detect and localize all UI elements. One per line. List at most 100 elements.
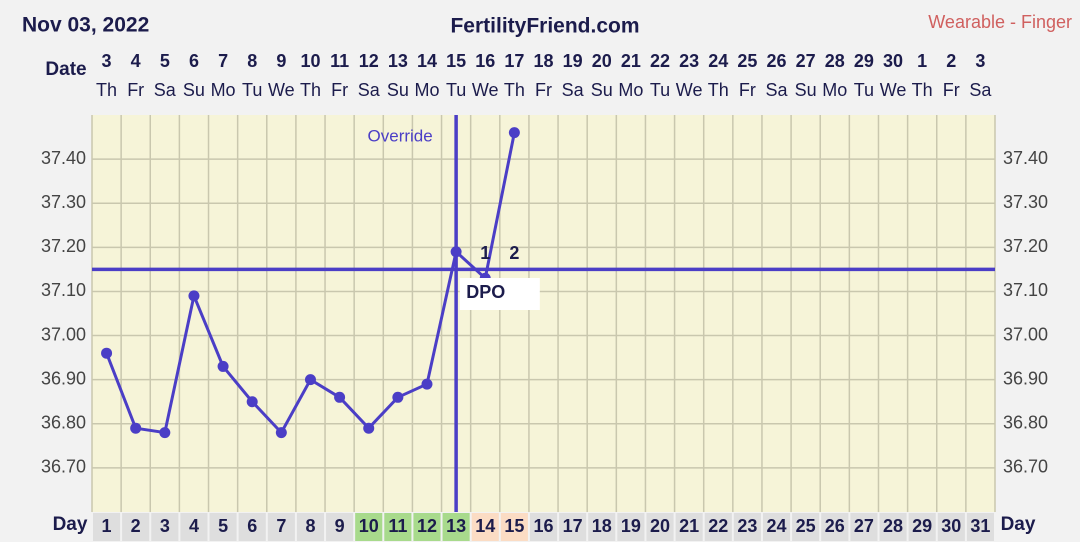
date-label: 7 bbox=[218, 51, 228, 71]
date-label: 19 bbox=[563, 51, 583, 71]
weekday-label: Sa bbox=[358, 80, 381, 100]
day-cell bbox=[151, 513, 179, 541]
date-label: 16 bbox=[475, 51, 495, 71]
temperature-point bbox=[304, 374, 316, 386]
y-tick-label: 37.30 bbox=[41, 192, 86, 212]
y-tick-label: 37.00 bbox=[41, 324, 86, 344]
day-label: 18 bbox=[592, 516, 612, 536]
day-label: 16 bbox=[533, 516, 553, 536]
day-label: 31 bbox=[970, 516, 990, 536]
day-label: 11 bbox=[388, 516, 407, 536]
day-label: 6 bbox=[247, 516, 257, 536]
date-label: 29 bbox=[854, 51, 874, 71]
weekday-label: Th bbox=[912, 80, 933, 100]
day-label: 17 bbox=[563, 516, 583, 536]
weekday-label: Tu bbox=[242, 80, 262, 100]
day-cell bbox=[209, 513, 237, 541]
weekday-label: Sa bbox=[154, 80, 177, 100]
weekday-label: Tu bbox=[854, 80, 874, 100]
date-label: 5 bbox=[160, 51, 170, 71]
day-label: 7 bbox=[276, 516, 286, 536]
day-cell bbox=[238, 513, 266, 541]
weekday-label: Th bbox=[300, 80, 321, 100]
weekday-label: Mo bbox=[211, 80, 236, 100]
weekday-label: We bbox=[268, 80, 295, 100]
date-label: 28 bbox=[825, 51, 845, 71]
day-label: 30 bbox=[941, 516, 961, 536]
weekday-label: Tu bbox=[650, 80, 670, 100]
day-cell bbox=[704, 513, 732, 541]
weekday-label: We bbox=[472, 80, 499, 100]
weekday-label: Fr bbox=[535, 80, 552, 100]
y-tick-label: 37.40 bbox=[41, 148, 86, 168]
day-cell bbox=[326, 513, 354, 541]
override-label: Override bbox=[368, 126, 433, 145]
day-cell bbox=[180, 513, 208, 541]
temperature-point bbox=[275, 427, 287, 439]
day-cell bbox=[93, 513, 121, 541]
day-cell bbox=[617, 513, 645, 541]
day-cell bbox=[500, 513, 528, 541]
weekday-label: Sa bbox=[562, 80, 585, 100]
weekday-label: Su bbox=[387, 80, 409, 100]
day-cell bbox=[122, 513, 150, 541]
day-label: 22 bbox=[708, 516, 728, 536]
temperature-point bbox=[508, 127, 520, 139]
day-label: 13 bbox=[446, 516, 466, 536]
weekday-label: Mo bbox=[618, 80, 643, 100]
date-label: 14 bbox=[417, 51, 437, 71]
plot-area bbox=[92, 115, 995, 512]
day-label: 29 bbox=[912, 516, 932, 536]
day-label: 25 bbox=[796, 516, 816, 536]
y-tick-label: 37.20 bbox=[41, 236, 86, 256]
date-label: 11 bbox=[330, 51, 349, 71]
day-label: 9 bbox=[335, 516, 345, 536]
date-label: 30 bbox=[883, 51, 903, 71]
weekday-label: Fr bbox=[331, 80, 348, 100]
weekday-label: Su bbox=[183, 80, 205, 100]
day-cell bbox=[559, 513, 587, 541]
weekday-label: Fr bbox=[943, 80, 960, 100]
weekday-label: Mo bbox=[414, 80, 439, 100]
date-label: 1 bbox=[917, 51, 927, 71]
temperature-point bbox=[130, 422, 142, 434]
temperature-point bbox=[159, 427, 171, 439]
day-label: 21 bbox=[679, 516, 699, 536]
day-cell bbox=[675, 513, 703, 541]
date-label: 17 bbox=[504, 51, 524, 71]
day-label: 20 bbox=[650, 516, 670, 536]
date-label: 8 bbox=[247, 51, 257, 71]
date-label: 2 bbox=[946, 51, 956, 71]
weekday-label: We bbox=[676, 80, 703, 100]
temperature-point bbox=[392, 391, 404, 403]
dpo-box bbox=[459, 278, 540, 310]
weekday-label: Fr bbox=[127, 80, 144, 100]
y-tick-label: 36.70 bbox=[41, 457, 86, 477]
date-label: 9 bbox=[276, 51, 286, 71]
day-cell bbox=[442, 513, 470, 541]
day-cell bbox=[267, 513, 295, 541]
weekday-label: Tu bbox=[446, 80, 466, 100]
day-label: 19 bbox=[621, 516, 641, 536]
temperature-point bbox=[101, 347, 113, 359]
weekday-label: Th bbox=[504, 80, 525, 100]
day-cell bbox=[733, 513, 761, 541]
day-cell bbox=[821, 513, 849, 541]
day-label: 3 bbox=[160, 516, 170, 536]
weekday-label: Su bbox=[591, 80, 613, 100]
date-label: 4 bbox=[131, 51, 141, 71]
day-cell bbox=[792, 513, 820, 541]
y-tick-label-right: 36.70 bbox=[1003, 457, 1048, 477]
day-cell bbox=[850, 513, 878, 541]
temperature-point bbox=[217, 360, 229, 372]
weekday-label: Mo bbox=[822, 80, 847, 100]
date-label: 21 bbox=[621, 51, 641, 71]
y-tick-label-right: 37.00 bbox=[1003, 324, 1048, 344]
day-cell bbox=[908, 513, 936, 541]
day-label: Day bbox=[53, 514, 88, 535]
temperature-point bbox=[450, 246, 462, 258]
temperature-point bbox=[421, 378, 433, 390]
day-label: 2 bbox=[131, 516, 141, 536]
